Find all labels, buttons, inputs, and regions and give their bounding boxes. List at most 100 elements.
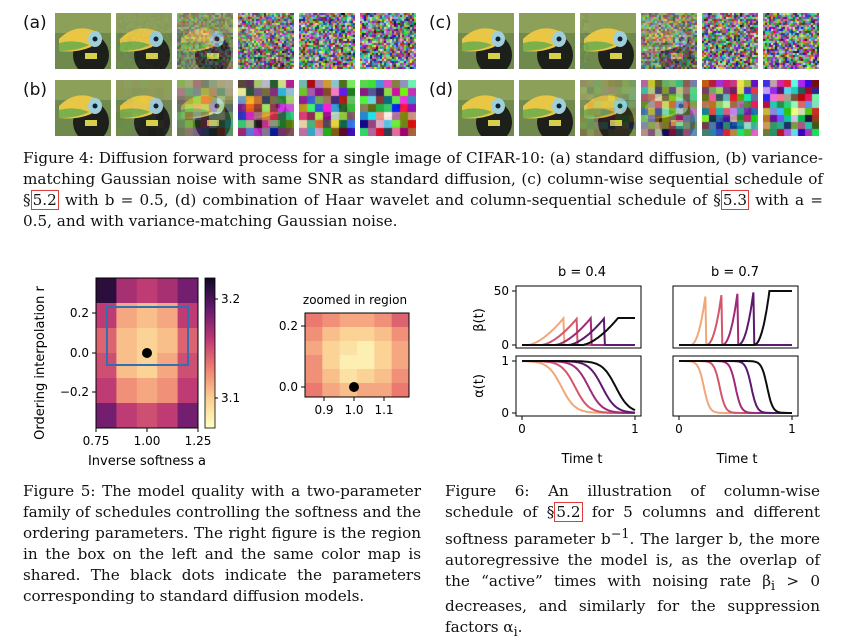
- alpha-axes: [515, 355, 642, 417]
- figure-6-plots: b = 0.4 b = 0.7 β(t) α(t) Time t Time t …: [472, 265, 799, 467]
- alpha-series-line: [522, 360, 635, 414]
- colorbar-segment: [205, 360, 215, 364]
- colorbar-segment: [205, 355, 215, 359]
- y-tick-label: 0.0: [70, 346, 89, 360]
- heatmap-cell: [391, 383, 410, 398]
- colorbar-segment: [205, 393, 215, 396]
- colorbar-segment: [205, 375, 215, 379]
- diffusion-step-image: [177, 80, 233, 136]
- colorbar-segment: [205, 290, 215, 294]
- x-tick-label: 1.25: [185, 434, 212, 448]
- colorbar-segment: [205, 333, 215, 336]
- xlabel-left: Time t: [560, 452, 602, 467]
- ylabel-alpha: α(t): [472, 374, 487, 398]
- y-tick-label: 0.2: [279, 319, 298, 333]
- beta-axes: [672, 285, 799, 349]
- heatmap-cell: [374, 341, 393, 356]
- colorbar-segment: [205, 415, 215, 419]
- colorbar-segment: [205, 370, 215, 374]
- ylabel-beta: β(t): [472, 308, 487, 332]
- heatmap-cell: [391, 341, 410, 356]
- heatmap-cell: [374, 369, 393, 384]
- x-tick-label: 1.00: [134, 434, 161, 448]
- diffusion-step-image: [299, 13, 355, 69]
- colorbar-segment: [205, 328, 215, 331]
- colorbar-segment: [205, 403, 215, 406]
- colorbar-segment: [205, 345, 215, 349]
- heatmap-cell: [136, 403, 158, 429]
- y-tick-label: 1: [501, 354, 509, 368]
- colorbar-segment: [205, 295, 215, 299]
- colorbar-segment: [205, 423, 215, 426]
- colorbar-segment: [205, 313, 215, 316]
- colorbar-segment: [205, 418, 215, 421]
- heatmap-cell: [157, 378, 179, 404]
- figure-6-caption: Figure 6: An illustration of column-wise…: [445, 482, 821, 640]
- diffusion-step-image: [519, 80, 575, 136]
- heatmap-cell: [322, 313, 341, 328]
- y-tick-label: −0.2: [60, 385, 89, 399]
- x-tick-label: 1: [788, 422, 796, 436]
- heatmap-cell: [96, 403, 117, 429]
- heatmap-cell: [305, 383, 323, 398]
- panel-label-c: (c): [429, 13, 452, 33]
- heatmap-cell: [177, 378, 199, 404]
- heatmap-cell: [157, 278, 179, 304]
- heatmap-cell: [177, 278, 199, 304]
- heatmap-cell: [96, 278, 117, 304]
- figure-5-plots: Ordering interpolation r Inverse softnes…: [33, 277, 410, 469]
- heatmap-cell: [157, 328, 179, 354]
- colorbar-segment: [205, 358, 215, 361]
- alpha-series-line: [679, 360, 792, 414]
- colorbar-segment: [205, 278, 215, 281]
- y-tick-label: 50: [494, 284, 509, 298]
- colorbar-segment: [205, 280, 215, 284]
- colorbar-segment: [205, 380, 215, 384]
- colorbar-tick: 3.1: [221, 391, 240, 405]
- colorbar-segment: [205, 368, 215, 371]
- diffusion-step-image: [641, 80, 697, 136]
- heatmap-cell: [374, 355, 393, 370]
- heatmap-cell: [357, 355, 375, 370]
- beta-axes: [515, 285, 642, 349]
- colorbar-segment: [205, 425, 215, 429]
- heatmap-cell: [391, 327, 410, 342]
- heatmap-cell: [391, 369, 410, 384]
- panel-label-b: (b): [23, 80, 48, 100]
- heatmap-cell: [305, 355, 323, 370]
- alpha-series-line: [522, 360, 636, 412]
- heatmap-cell: [322, 383, 341, 398]
- heatmap-cell: [322, 369, 341, 384]
- colorbar-segment: [205, 420, 215, 424]
- heatmap-cell: [322, 327, 341, 342]
- heatmap-cell: [357, 327, 375, 342]
- section-ref-link[interactable]: 5.2: [30, 190, 59, 210]
- diffusion-step-image: [55, 80, 111, 136]
- colorbar-segment: [205, 293, 215, 296]
- diffusion-step-image: [55, 13, 111, 69]
- colorbar-segment: [205, 300, 215, 304]
- colorbar-segment: [205, 283, 215, 286]
- diffusion-step-image: [702, 13, 758, 69]
- standard-diffusion-marker: [349, 382, 359, 392]
- figure-4-label: Figure 4:: [23, 149, 94, 167]
- heatmap-cell: [357, 313, 375, 328]
- colorbar-segment: [205, 315, 215, 319]
- colorbar-segment: [205, 303, 215, 306]
- colorbar-segment: [205, 413, 215, 416]
- diffusion-step-image: [360, 13, 416, 69]
- diffusion-step-image: [238, 80, 294, 136]
- colorbar-segment: [205, 343, 215, 346]
- section-ref-link[interactable]: 5.3: [720, 190, 749, 210]
- colorbar-segment: [205, 388, 215, 391]
- heatmap-cell: [305, 327, 323, 342]
- heatmap-cell: [374, 327, 393, 342]
- diffusion-step-image: [763, 80, 819, 136]
- diffusion-step-image: [116, 13, 172, 69]
- heatmap-cell: [116, 403, 138, 429]
- diffusion-step-image: [458, 13, 514, 69]
- colorbar-segment: [205, 378, 215, 381]
- heatmap-cell: [116, 303, 138, 329]
- section-ref-link[interactable]: 5.2: [554, 502, 583, 522]
- colorbar-segment: [205, 348, 215, 351]
